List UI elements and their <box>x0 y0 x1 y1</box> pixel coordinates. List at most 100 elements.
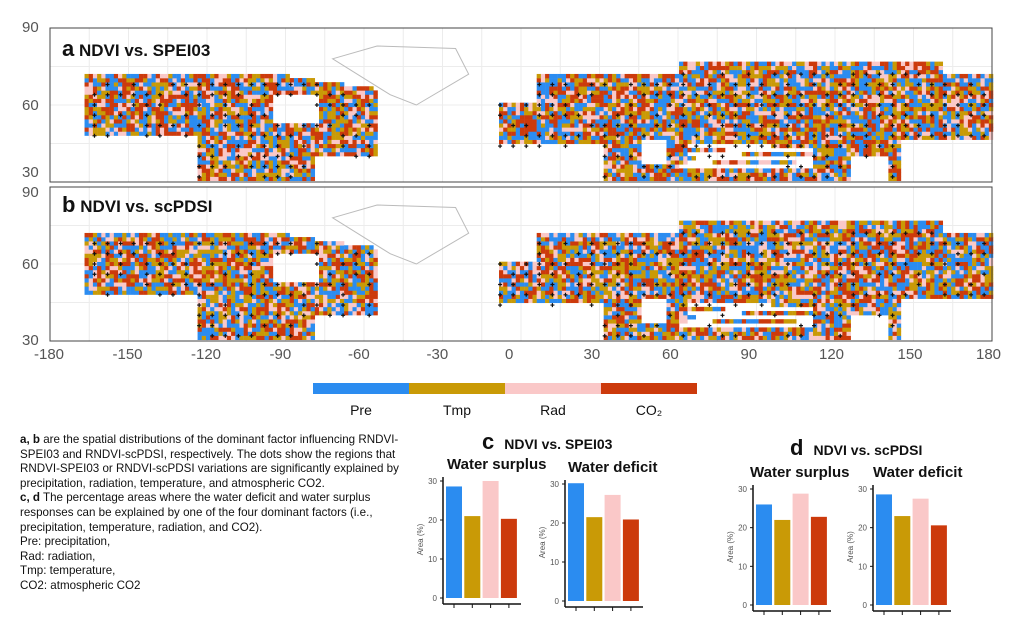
factor-cell <box>754 65 759 71</box>
factor-cell <box>825 115 830 120</box>
factor-cell <box>205 282 211 287</box>
factor-cell <box>545 73 550 79</box>
factor-cell <box>185 278 190 283</box>
factor-cell <box>519 110 525 116</box>
factor-cell <box>101 127 106 132</box>
significance-dot <box>354 154 359 159</box>
factor-cell <box>846 119 851 124</box>
factor-cell <box>277 86 282 91</box>
factor-cell <box>499 106 504 112</box>
factor-cell <box>155 131 161 136</box>
factor-cell <box>130 115 135 120</box>
factor-cell <box>256 127 261 132</box>
factor-cell <box>988 73 994 79</box>
factor-cell <box>637 86 642 91</box>
significance-dot <box>969 113 974 118</box>
factor-cell <box>867 82 872 87</box>
factor-cell <box>214 106 219 112</box>
factor-cell <box>645 94 650 99</box>
factor-cell <box>775 90 780 95</box>
factor-cell <box>226 232 232 238</box>
factor-cell <box>620 82 625 87</box>
factor-cell <box>624 115 630 120</box>
factor-cell <box>570 86 575 91</box>
significance-dot <box>772 113 777 118</box>
factor-cell <box>176 269 182 275</box>
factor-cell <box>210 232 215 238</box>
factor-cell <box>545 119 550 124</box>
significance-dot <box>798 164 803 169</box>
factor-cell <box>846 115 851 120</box>
factor-cell <box>896 82 902 87</box>
factor-cell <box>164 257 169 262</box>
significance-dot <box>812 174 817 179</box>
factor-cell <box>930 73 935 79</box>
factor-cell <box>126 90 131 95</box>
factor-cell <box>758 69 763 75</box>
factor-cell <box>603 176 609 182</box>
factor-cell <box>373 110 378 116</box>
significance-dot <box>798 113 803 118</box>
factor-cell <box>122 269 127 275</box>
factor-cell <box>323 119 328 124</box>
significance-dot <box>341 144 346 149</box>
factor-cell <box>884 102 889 108</box>
factor-cell <box>792 86 797 91</box>
factor-cell <box>143 269 148 275</box>
factor-cell <box>632 82 638 87</box>
factor-cell <box>189 265 194 271</box>
factor-cell <box>549 123 554 128</box>
factor-cell <box>218 127 223 132</box>
factor-cell <box>323 115 328 120</box>
factor-cell <box>859 115 864 120</box>
factor-cell <box>825 139 830 145</box>
factor-cell <box>306 123 311 128</box>
factor-cell <box>963 135 969 140</box>
factor-cell <box>84 245 89 250</box>
factor-cell <box>214 306 219 312</box>
factor-cell <box>829 143 835 149</box>
significance-dot <box>249 123 254 128</box>
factor-cell <box>808 139 814 145</box>
factor-cell <box>373 151 378 157</box>
factor-cell <box>536 139 542 145</box>
factor-cell <box>921 102 927 108</box>
factor-cell <box>365 90 370 95</box>
factor-cell <box>214 119 219 124</box>
factor-cell <box>226 127 232 132</box>
factor-cell <box>515 115 521 120</box>
factor-cell <box>109 245 115 250</box>
factor-cell <box>360 90 366 95</box>
significance-dot <box>825 154 830 159</box>
factor-cell <box>172 106 177 112</box>
factor-cell <box>603 164 609 169</box>
significance-dot <box>170 82 175 87</box>
factor-cell <box>649 168 655 173</box>
factor-cell <box>205 131 211 136</box>
factor-cell <box>607 172 613 177</box>
factor-cell <box>737 90 743 95</box>
factor-cell <box>335 98 341 103</box>
factor-cell <box>817 147 822 153</box>
factor-cell <box>921 119 927 124</box>
factor-cell <box>821 98 826 103</box>
significance-dot <box>655 92 660 97</box>
factor-cell <box>729 123 734 128</box>
factor-cell <box>272 172 278 177</box>
significance-dot <box>197 144 202 149</box>
factor-cell <box>796 176 801 182</box>
factor-cell <box>800 82 805 87</box>
factor-cell <box>88 253 94 258</box>
factor-cell <box>235 135 240 140</box>
significance-dot <box>524 144 529 149</box>
factor-cell <box>130 106 135 112</box>
factor-cell <box>938 78 944 83</box>
factor-cell <box>293 90 299 95</box>
factor-cell <box>771 131 776 136</box>
factor-cell <box>888 106 893 112</box>
factor-cell <box>637 110 642 116</box>
factor-cell <box>704 73 709 79</box>
factor-cell <box>779 172 784 177</box>
factor-cell <box>775 102 780 108</box>
factor-cell <box>942 110 948 116</box>
